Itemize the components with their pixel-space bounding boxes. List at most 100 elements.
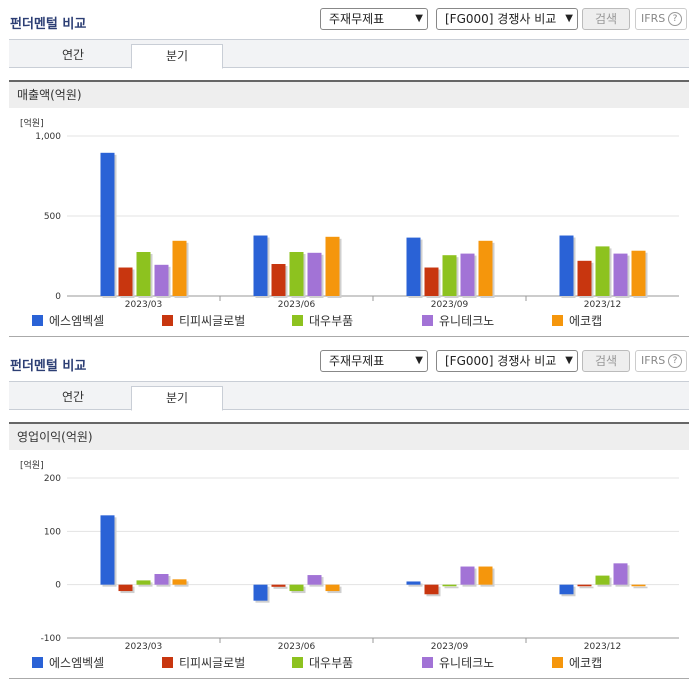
bar[interactable] [577,584,592,587]
legend-swatch [552,315,563,326]
y-tick-label: 0 [55,292,61,302]
y-tick-label: 500 [44,212,61,222]
ifrs-label: IFRS [641,354,666,367]
bar[interactable] [118,267,133,296]
bar[interactable] [442,255,457,296]
legend-item[interactable]: 티피씨글로벌 [162,312,245,330]
bar[interactable] [460,253,475,296]
legend-item[interactable]: 대우부품 [292,654,353,672]
bar[interactable] [559,584,574,595]
bar[interactable] [136,252,151,296]
bar[interactable] [631,250,646,296]
bar[interactable] [631,584,646,587]
bar[interactable] [172,579,187,585]
bar[interactable] [595,575,610,585]
period-tabs: 연간 분기 [9,39,689,69]
compare-select[interactable]: [FG000] 경쟁사 비교 ▼ [436,8,578,30]
bar[interactable] [406,237,421,296]
chart-legend: 에스엠벡셀 티피씨글로벌 대우부품 유니테크노 에코캡 [0,312,696,330]
legend-item[interactable]: 유니테크노 [422,312,494,330]
compare-value: [FG000] 경쟁사 비교 [445,354,557,368]
ifrs-label: IFRS [641,12,666,25]
bar[interactable] [154,574,169,585]
chevron-down-icon: ▼ [415,13,423,24]
legend-swatch [552,657,563,668]
bar[interactable] [613,253,628,296]
bar-shadow [579,586,594,589]
bar[interactable] [253,584,268,601]
bar[interactable] [424,584,439,595]
y-tick-label: 100 [44,527,61,537]
bar[interactable] [559,235,574,296]
tab-quarterly[interactable]: 분기 [131,386,223,411]
legend-item[interactable]: 에코캡 [552,312,602,330]
bar[interactable] [307,575,322,585]
search-button[interactable]: 검색 [582,8,630,30]
legend-item[interactable]: 티피씨글로벌 [162,654,245,672]
unit-label: [억원] [20,459,44,471]
legend-swatch [162,315,173,326]
bar[interactable] [613,563,628,585]
divider [9,678,689,679]
legend-item[interactable]: 에스엠벡셀 [32,654,104,672]
legend-label: 에스엠벡셀 [49,314,105,328]
section-header: 영업이익(억원) [9,422,689,450]
bar[interactable] [172,240,187,296]
tab-annual[interactable]: 연간 [61,48,85,62]
y-tick-label: 200 [44,474,61,484]
y-tick-label: 0 [55,581,61,591]
bar[interactable] [478,240,493,296]
section-header: 매출액(억원) [9,80,689,108]
x-tick-label: 2023/12 [584,300,621,310]
bar[interactable] [424,267,439,296]
bar[interactable] [271,584,286,587]
bar[interactable] [325,584,340,592]
bar[interactable] [100,515,115,585]
bar[interactable] [118,584,133,592]
bar[interactable] [289,252,304,296]
bar[interactable] [136,580,151,585]
legend-swatch [32,315,43,326]
bar[interactable] [478,566,493,585]
x-tick-label: 2023/06 [278,642,316,652]
tab-quarterly[interactable]: 분기 [131,44,223,69]
y-tick-label: -100 [41,634,62,644]
bar[interactable] [253,235,268,296]
legend-swatch [292,315,303,326]
period-tabs: 연간 분기 [9,381,689,411]
search-button[interactable]: 검색 [582,350,630,372]
legend-swatch [32,657,43,668]
chevron-down-icon: ▼ [415,355,423,366]
legend-label: 에코캡 [569,314,603,328]
bar[interactable] [100,152,115,296]
bar[interactable] [154,264,169,296]
bar[interactable] [442,584,457,587]
legend-label: 유니테크노 [439,314,495,328]
legend-label: 대우부품 [309,314,354,328]
bar[interactable] [595,246,610,296]
bar[interactable] [406,581,421,585]
chevron-down-icon: ▼ [565,355,573,366]
bar[interactable] [289,584,304,592]
bar[interactable] [577,260,592,296]
compare-value: [FG000] 경쟁사 비교 [445,12,557,26]
report-type-select[interactable]: 주재무제표 ▼ [320,8,428,30]
unit-label: [억원] [20,117,44,129]
bar[interactable] [325,236,340,296]
bar-shadow [273,586,288,589]
bar[interactable] [271,264,286,296]
compare-select[interactable]: [FG000] 경쟁사 비교 ▼ [436,350,578,372]
bar[interactable] [307,252,322,296]
report-type-select[interactable]: 주재무제표 ▼ [320,350,428,372]
bar[interactable] [460,566,475,585]
panel-title: 펀더멘털 비교 [10,359,87,374]
ifrs-button[interactable]: IFRS ? [635,350,687,372]
legend-item[interactable]: 에코캡 [552,654,602,672]
legend-item[interactable]: 에스엠벡셀 [32,312,104,330]
tab-annual[interactable]: 연간 [61,390,85,404]
legend-item[interactable]: 대우부품 [292,312,353,330]
ifrs-button[interactable]: IFRS ? [635,8,687,30]
x-tick-label: 2023/09 [431,642,469,652]
legend-item[interactable]: 유니테크노 [422,654,494,672]
panel-title: 펀더멘털 비교 [10,17,87,32]
